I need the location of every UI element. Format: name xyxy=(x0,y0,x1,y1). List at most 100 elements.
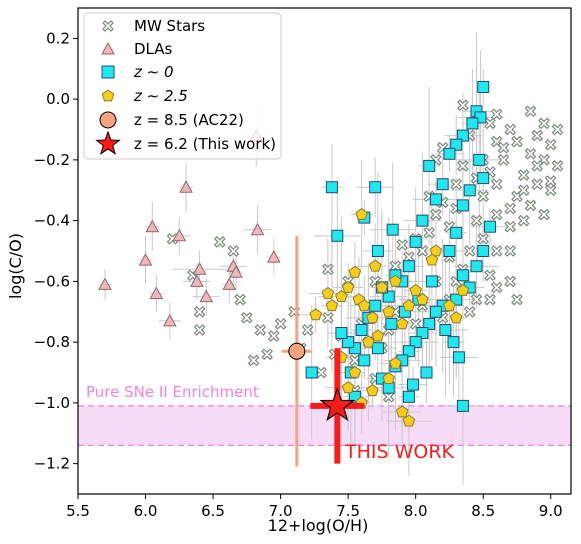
z0-point xyxy=(456,399,469,412)
mw-star-point xyxy=(470,293,483,306)
y-tick-label: −1.2 xyxy=(34,455,70,473)
mw-star-point xyxy=(322,263,334,276)
z25-point xyxy=(375,280,389,293)
z0-point xyxy=(466,117,479,130)
legend-this-marker xyxy=(95,130,121,155)
z25-point xyxy=(348,265,362,278)
z0-point xyxy=(305,366,318,379)
mw-star-point xyxy=(551,160,564,172)
z0-point xyxy=(443,147,456,160)
legend-z25-label: z ∼ 2.5 xyxy=(133,87,188,105)
x-axis-title: 12+log(O/H) xyxy=(268,516,369,535)
x-tick-label: 7.5 xyxy=(336,502,360,520)
z0-point xyxy=(456,269,469,282)
x-tick-label: 6.0 xyxy=(134,502,158,520)
marker-layer xyxy=(98,81,564,427)
z0-point xyxy=(477,245,490,257)
z25-point xyxy=(325,299,339,312)
sne-band-layer xyxy=(78,405,571,447)
mw-star-point xyxy=(274,318,287,330)
z0-point xyxy=(402,260,415,273)
mw-star-point xyxy=(484,269,496,282)
dla-point xyxy=(190,274,204,287)
z25-point xyxy=(371,329,385,342)
z25-point xyxy=(382,305,395,318)
z0-point xyxy=(456,129,469,142)
mw-star-point xyxy=(490,208,503,221)
z0-point xyxy=(348,342,361,355)
mw-star-point xyxy=(254,324,267,336)
z0-point xyxy=(416,327,429,339)
z25-point xyxy=(389,356,402,369)
z0-point xyxy=(385,317,398,330)
sne-band xyxy=(78,405,571,446)
z25-point xyxy=(348,365,362,378)
z0-point xyxy=(439,324,452,336)
x-tick-label: 7.0 xyxy=(269,502,293,520)
mw-star-point xyxy=(430,208,442,221)
mw-star-point xyxy=(497,141,510,154)
z0-point xyxy=(371,342,384,355)
z25-point xyxy=(395,405,409,418)
mw-star-point xyxy=(517,184,530,197)
z25-point xyxy=(429,244,443,257)
legend-z25-marker xyxy=(101,89,115,102)
mw-star-point xyxy=(457,160,469,172)
mw-star-point xyxy=(240,311,253,324)
dla-point xyxy=(192,262,207,275)
legend-dla-label: DLAs xyxy=(134,40,173,58)
mw-star-point xyxy=(504,245,517,257)
z0-point xyxy=(429,305,442,318)
dla-point xyxy=(162,313,177,327)
z0-point xyxy=(409,235,422,248)
mw-star-point xyxy=(504,123,517,136)
z0-point xyxy=(386,223,399,236)
legend-ac22-marker xyxy=(99,111,117,129)
z25-point xyxy=(358,299,371,312)
z0-point xyxy=(463,184,476,197)
z0-point xyxy=(325,181,338,194)
this-work-label: THIS WORK xyxy=(344,441,455,463)
z0-point xyxy=(452,351,465,364)
mw-star-point xyxy=(511,135,523,148)
z25-point xyxy=(395,317,409,330)
z0-point xyxy=(425,275,438,288)
z25-point xyxy=(402,299,416,312)
y-tick-label: −0.2 xyxy=(34,151,70,169)
mw-star-point xyxy=(193,324,206,336)
mw-star-point xyxy=(531,129,544,142)
dla-point xyxy=(250,222,265,236)
mw-star-point xyxy=(538,208,550,221)
mw-star-point xyxy=(423,226,436,239)
mw-star-point xyxy=(504,220,517,233)
mw-star-point xyxy=(477,190,490,203)
mw-star-point xyxy=(247,354,260,367)
z0-point xyxy=(335,327,348,339)
x-tick-label: 8.0 xyxy=(404,502,428,520)
mw-star-point xyxy=(409,318,422,330)
mw-star-point xyxy=(396,239,409,251)
z25-point xyxy=(362,335,375,348)
z0-point xyxy=(331,229,344,242)
mw-star-point xyxy=(389,260,402,273)
y-tick-label: −1.0 xyxy=(34,394,70,412)
z25-point xyxy=(366,311,379,324)
x-tick-label: 9.0 xyxy=(539,502,563,520)
legend-z0-label: z ∼ 0 xyxy=(133,63,174,81)
z0-point xyxy=(402,390,415,403)
mw-star-point xyxy=(477,232,490,245)
mw-star-point xyxy=(227,245,240,257)
mw-star-point xyxy=(450,178,463,191)
mw-star-point xyxy=(538,117,550,130)
z0-point xyxy=(477,172,490,185)
y-tick-label: −0.6 xyxy=(34,272,70,290)
legend-ac22-label: z = 8.5 (AC22) xyxy=(134,111,244,129)
mw-star-point xyxy=(403,251,415,263)
z25-point xyxy=(366,384,379,397)
z25-point xyxy=(341,280,355,293)
z0-point xyxy=(423,159,436,172)
dla-point xyxy=(229,265,243,278)
z0-point xyxy=(484,220,496,233)
mw-star-point xyxy=(234,293,246,306)
legend: MW Stars DLAs z ∼ 0 z ∼ 2.5 z = 8.5 (AC2… xyxy=(83,12,282,160)
